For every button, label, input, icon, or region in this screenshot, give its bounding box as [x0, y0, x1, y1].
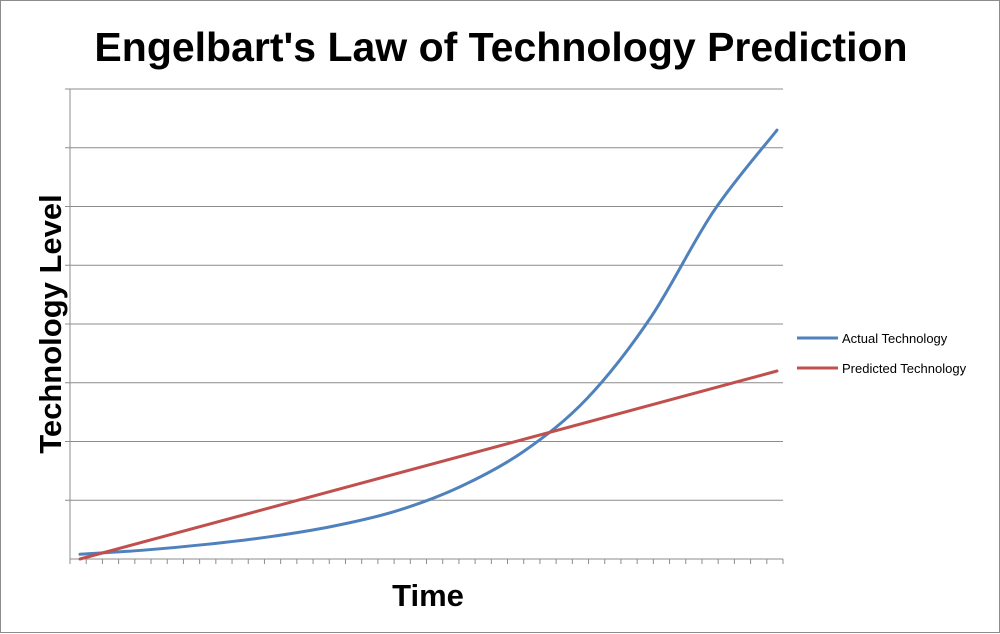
- axes: [65, 88, 784, 564]
- series-line-predicted-technology: [78, 369, 779, 561]
- series-line-actual-technology: [78, 128, 779, 556]
- x-axis-label: Time: [392, 578, 464, 613]
- y-axis-label: Technology Level: [33, 194, 68, 454]
- legend: Actual Technology Predicted Technology: [797, 331, 967, 376]
- chart-title: Engelbart's Law of Technology Prediction: [94, 24, 907, 70]
- gridlines: [70, 88, 783, 501]
- legend-label-predicted-technology: Predicted Technology: [842, 361, 967, 376]
- legend-label-actual-technology: Actual Technology: [842, 331, 948, 346]
- series-lines: [78, 128, 779, 561]
